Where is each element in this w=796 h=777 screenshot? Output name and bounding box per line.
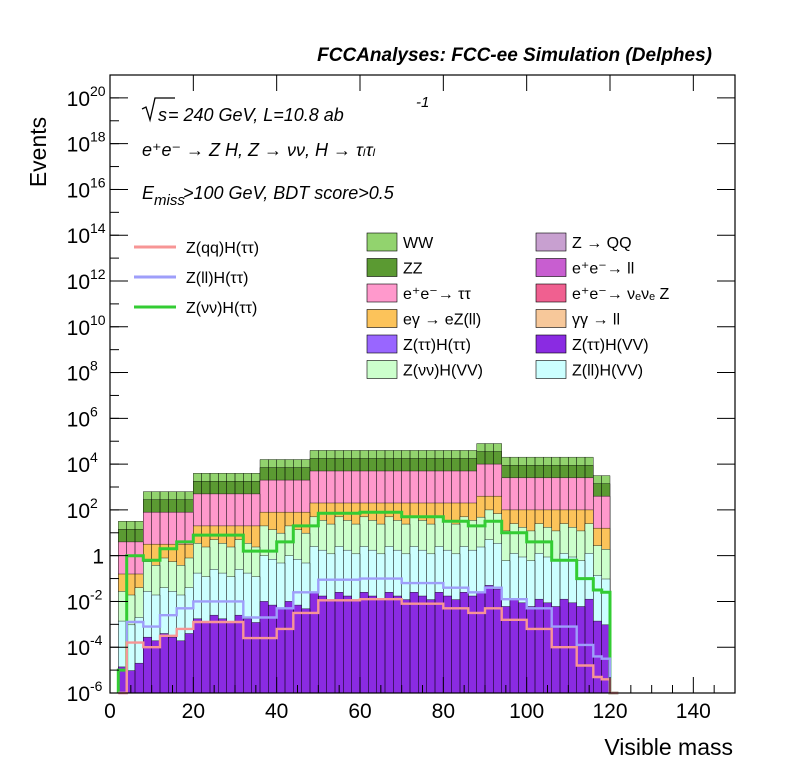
legend-fill-swatch <box>366 334 398 354</box>
legend: Z(qq)H(ττ) Z(ll)H(ττ) Z(νν)H(ττ) WW Z → QQ ZZ… <box>134 232 669 380</box>
y-tick-label: 10 <box>67 363 90 386</box>
x-tick-label: 80 <box>432 700 455 723</box>
legend-fill-label: e⁺e⁻→ ll <box>572 261 634 278</box>
signal-line-2 <box>118 598 619 695</box>
legend-fill-label: Z(ττ)H(ττ) <box>403 337 471 354</box>
y-tick-label: 10 <box>67 408 90 431</box>
legend-fill-swatch <box>366 283 398 303</box>
header-title: FCCAnalyses: FCC-ee Simulation (Delphes) <box>317 45 712 66</box>
x-tick-label: 60 <box>348 700 371 723</box>
lumi-exponent: -1 <box>416 94 429 111</box>
y-tick-label: 10 <box>67 637 90 660</box>
legend-fill-label: Z(νν)H(VV) <box>403 363 483 380</box>
x-tick-label: 20 <box>182 700 205 723</box>
legend-fill-swatch <box>535 258 567 277</box>
y-tick-exponent: 16 <box>90 174 106 190</box>
legend-fill-swatch <box>535 283 567 303</box>
legend-line-label: Z(qq)H(ττ) <box>186 240 259 257</box>
legend-fill-label: e⁺e⁻→ νₑνₑ Z <box>572 286 669 303</box>
y-tick-exponent: 20 <box>90 83 106 99</box>
selection-annotation: E miss >100 GeV, BDT score>0.5 <box>142 183 395 209</box>
legend-fill-swatch <box>535 232 567 252</box>
x-tick-label: 40 <box>265 700 288 723</box>
legend-fill-label: Z(ττ)H(VV) <box>572 337 649 354</box>
y-tick-label: 10 <box>67 454 90 477</box>
y-tick-exponent: 2 <box>90 495 98 511</box>
y-tick-exponent: 12 <box>90 266 106 282</box>
y-tick-label: 10 <box>67 591 90 614</box>
legend-fill-swatch <box>366 258 398 277</box>
legend-fill-label: eγ → eZ(ll) <box>403 312 481 329</box>
y-axis-title: Events <box>25 117 51 187</box>
y-tick-exponent: -2 <box>90 586 103 602</box>
legend-fill-label: Z(ll)H(VV) <box>572 363 643 380</box>
legend-fill-swatch <box>366 360 398 379</box>
legend-fill-label: e⁺e⁻→ ττ <box>403 286 471 303</box>
legend-fill-label: Z → QQ <box>572 235 632 252</box>
y-tick-exponent: 14 <box>90 220 106 236</box>
y-tick-exponent: 8 <box>90 358 98 374</box>
selection-sub-label: miss <box>154 192 185 209</box>
y-tick-exponent: 10 <box>90 312 106 328</box>
legend-line-label: Z(ll)H(ττ) <box>186 270 248 287</box>
x-tick-label: 140 <box>676 700 711 723</box>
y-tick-label: 10 <box>67 88 90 111</box>
selection-cut-label: >100 GeV, BDT score>0.5 <box>183 183 395 203</box>
y-tick-label: 10 <box>67 271 90 294</box>
y-tick-label: 10 <box>67 134 90 157</box>
y-tick-label: 10 <box>67 225 90 248</box>
legend-fill-label: γγ → ll <box>572 312 620 329</box>
signal-line-0 <box>116 510 619 695</box>
x-axis-title: Visible mass <box>604 734 733 760</box>
selection-e-label: E <box>142 183 155 203</box>
x-tick-label: 100 <box>509 700 544 723</box>
legend-fill-swatch <box>366 309 398 328</box>
y-tick-label: 10 <box>67 683 90 706</box>
legend-fill-label: ZZ <box>403 261 423 278</box>
legend-fill-swatch <box>366 232 398 252</box>
y-tick-label: 10 <box>67 317 90 340</box>
y-tick-label: 1 <box>92 546 104 569</box>
legend-line-label: Z(νν)H(ττ) <box>186 300 257 317</box>
process-label: e⁺e⁻ → Z H, Z → νν, H → τₗτₗ <box>142 140 375 160</box>
legend-fill-swatch <box>535 360 567 379</box>
legend-fill-label: WW <box>403 235 434 252</box>
y-tick-exponent: 6 <box>90 403 98 419</box>
x-tick-label: 0 <box>104 700 116 723</box>
energy-lumi-label: = 240 GeV, L=10.8 ab <box>168 105 344 125</box>
energy-annotation: s = 240 GeV, L=10.8 ab -1 <box>141 94 429 125</box>
y-tick-exponent: 18 <box>90 129 106 145</box>
y-tick-label: 10 <box>67 179 90 202</box>
x-tick-label: 120 <box>592 700 627 723</box>
energy-sqrt-label: s <box>158 105 167 125</box>
legend-fill-swatch <box>535 334 567 354</box>
y-tick-exponent: -4 <box>90 632 103 648</box>
y-tick-exponent: -6 <box>90 678 103 694</box>
y-tick-label: 10 <box>67 500 90 523</box>
signal-line-1 <box>118 577 619 695</box>
legend-fill-swatch <box>535 309 567 328</box>
y-tick-exponent: 4 <box>90 449 98 465</box>
